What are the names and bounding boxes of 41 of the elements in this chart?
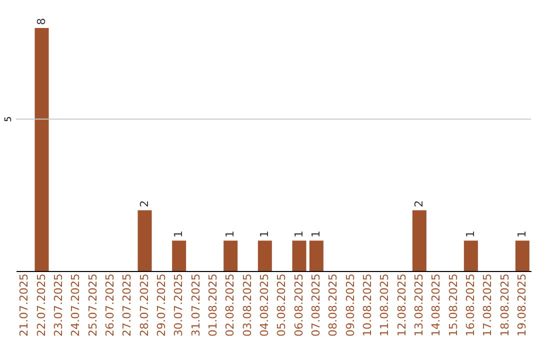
x-tick-label: 23.07.2025 <box>52 274 65 336</box>
x-tick-label: 05.08.2025 <box>275 274 288 336</box>
data-label: 1 <box>172 230 186 238</box>
x-tick-label: 15.08.2025 <box>446 274 460 336</box>
x-tick-label: 24.07.2025 <box>69 274 82 336</box>
x-tick-label: 31.07.2025 <box>189 274 202 336</box>
data-label: 1 <box>464 230 477 238</box>
x-tick-label: 21.07.2025 <box>18 274 31 336</box>
data-label: 1 <box>515 230 528 238</box>
x-tick-label: 26.07.2025 <box>103 274 116 336</box>
data-label: 1 <box>292 230 306 238</box>
x-tick-label: 06.08.2025 <box>292 274 306 336</box>
x-tick-label: 18.08.2025 <box>498 274 512 336</box>
x-tick-label: 13.08.2025 <box>412 274 426 336</box>
x-tick-label: 12.08.2025 <box>395 274 408 336</box>
x-tick-label: 28.07.2025 <box>138 274 151 336</box>
data-label: 1 <box>224 230 237 238</box>
x-tick-label: 08.08.2025 <box>326 274 340 336</box>
x-tick-label: 02.08.2025 <box>224 274 237 336</box>
x-tick-label: 29.07.2025 <box>154 274 168 336</box>
x-tick-label: 03.08.2025 <box>240 274 254 336</box>
data-label: 1 <box>258 230 271 238</box>
x-tick-label: 25.07.2025 <box>86 274 100 336</box>
x-tick-label: 17.08.2025 <box>481 274 494 336</box>
x-tick-label: 16.08.2025 <box>464 274 477 336</box>
x-tick-label: 30.07.2025 <box>172 274 186 336</box>
x-tick-label: 10.08.2025 <box>360 274 374 336</box>
data-label: 8 <box>34 18 48 25</box>
x-tick-label: 09.08.2025 <box>344 274 357 336</box>
x-tick-label: 11.08.2025 <box>378 274 392 336</box>
x-tick-label: 01.08.2025 <box>206 274 220 336</box>
ref-line-label: 5 <box>4 116 14 122</box>
x-tick-label: 22.07.2025 <box>34 274 48 336</box>
x-tick-label: 27.07.2025 <box>120 274 134 336</box>
x-tick-label: 14.08.2025 <box>430 274 443 336</box>
x-tick-label: 19.08.2025 <box>515 274 528 336</box>
data-label: 1 <box>309 230 322 238</box>
x-tick-label: 04.08.2025 <box>258 274 271 336</box>
data-label: 2 <box>138 200 151 208</box>
data-label: 2 <box>412 200 426 208</box>
x-tick-label: 07.08.2025 <box>309 274 322 336</box>
